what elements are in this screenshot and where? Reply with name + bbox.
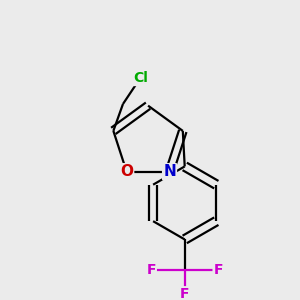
Text: F: F bbox=[180, 287, 190, 300]
Text: N: N bbox=[163, 164, 176, 179]
Text: F: F bbox=[214, 263, 223, 277]
Text: Cl: Cl bbox=[133, 71, 148, 85]
Text: F: F bbox=[146, 263, 156, 277]
Text: O: O bbox=[120, 164, 133, 179]
